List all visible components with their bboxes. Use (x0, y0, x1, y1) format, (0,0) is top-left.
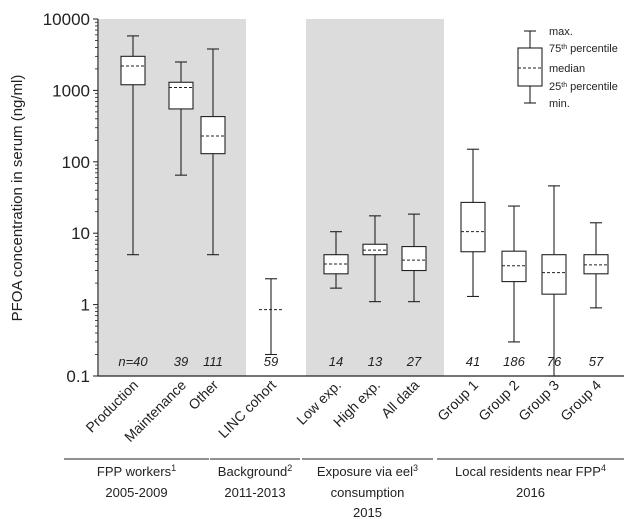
sample-size-label: 111 (203, 354, 223, 369)
box-iqr (168, 81, 194, 110)
sample-size-label: n=40 (118, 354, 148, 369)
box-production: n=40 (118, 35, 148, 369)
category-label: LINC cohort (215, 377, 279, 441)
sample-size-label: 39 (174, 354, 188, 369)
box-group-4: 57 (583, 222, 609, 369)
group-labels: FPP workers1 2005-2009 Background2 2011-201… (64, 458, 624, 519)
y-tick-label: 1000 (52, 81, 90, 100)
category-label: Group 3 (515, 377, 562, 424)
y-tick-label: 10 (71, 224, 90, 243)
sample-size-label: 76 (547, 354, 562, 369)
legend: max. 75th percentile median 25th percentile… (517, 26, 618, 110)
category-label: All data (378, 377, 422, 421)
legend-label-25th: 25th percentile (549, 81, 618, 93)
group-label-years: 2011-2013 (224, 485, 285, 500)
box-low-exp-: 14 (323, 231, 349, 369)
legend-label-75th: 75th percentile (549, 43, 618, 55)
category-label: Group 2 (475, 377, 522, 424)
group-label-years: 2005-2009 (105, 485, 167, 500)
y-tick-label: 1 (81, 296, 90, 315)
box-iqr (120, 55, 146, 86)
group-label-years: consumption (331, 485, 405, 500)
box-group-2: 186 (501, 205, 527, 369)
group-label: Background2 (218, 463, 292, 479)
box-group-1: 41 (460, 148, 486, 369)
box-iqr (583, 254, 609, 275)
y-tick-label: 100 (62, 153, 90, 172)
group-label: Local residents near FPP4 (455, 463, 606, 479)
y-axis: 0.1 1 10 100 1000 10000 (43, 10, 624, 386)
legend-box (517, 47, 543, 87)
sample-size-label: 14 (329, 354, 343, 369)
sample-size-label: 41 (466, 354, 480, 369)
box-plots: n=40 39 111 59 14 13 27 41 186 76 57 (118, 35, 609, 377)
box-iqr (362, 243, 388, 256)
category-label: Group 1 (434, 377, 481, 424)
category-label: Group 4 (557, 377, 604, 424)
category-label: Other (185, 377, 221, 413)
box-group-3: 76 (541, 185, 567, 377)
legend-label-max: max. (549, 26, 573, 38)
box-iqr (200, 116, 226, 155)
box-iqr (460, 201, 486, 253)
legend-label-min: min. (549, 98, 570, 110)
box-all-data: 27 (401, 213, 427, 369)
sample-size-label: 186 (503, 354, 525, 369)
box-high-exp-: 13 (362, 215, 388, 369)
box-iqr (401, 246, 427, 272)
group-label-years: 2015 (353, 505, 382, 519)
box-iqr (541, 254, 567, 295)
sample-size-label: 57 (589, 354, 604, 369)
group-band (306, 19, 444, 376)
box-linc-cohort: 59 (259, 278, 283, 369)
sample-size-label: 27 (406, 354, 422, 369)
group-shading-bands (99, 19, 444, 376)
group-label: FPP workers1 (97, 463, 176, 479)
y-tick-label: 0.1 (66, 367, 90, 386)
sample-size-label: 59 (264, 354, 278, 369)
group-label-years: 2016 (516, 485, 545, 500)
box-maintenance: 39 (168, 61, 194, 369)
sample-size-label: 13 (368, 354, 383, 369)
y-axis-label: PFOA concentration in serum (ng/ml) (9, 75, 26, 322)
group-label: Exposure via eel3 (317, 463, 418, 479)
box-other: 111 (200, 48, 226, 369)
box-iqr (501, 250, 527, 283)
legend-label-median: median (549, 63, 585, 75)
y-tick-label: 10000 (43, 10, 90, 29)
